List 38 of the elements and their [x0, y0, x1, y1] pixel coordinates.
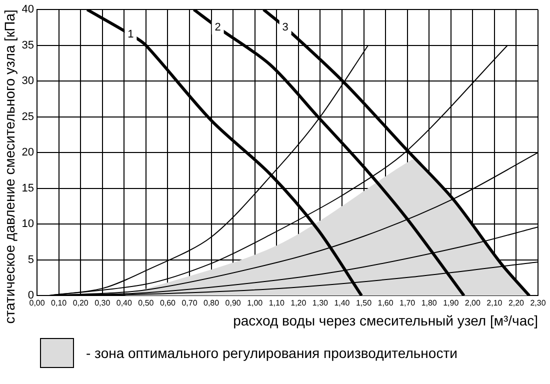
- y-tick-label: 25: [22, 110, 34, 123]
- x-tick-label: 0,10: [51, 298, 68, 308]
- x-tick-label: 2,00: [464, 298, 481, 308]
- x-tick-label: 1,30: [312, 298, 329, 308]
- x-tick-label: 1,40: [334, 298, 350, 308]
- x-tick-label: 0,20: [72, 298, 89, 308]
- x-tick-label: 1,80: [421, 298, 438, 308]
- series-label: 3: [282, 22, 288, 34]
- x-tick-label: 0,70: [182, 298, 198, 308]
- x-tick-label: 1,20: [290, 298, 307, 308]
- x-tick-label: 2,30: [530, 298, 546, 308]
- x-tick-label: 0,60: [160, 298, 176, 308]
- series-label: 2: [214, 22, 221, 34]
- x-tick-label: 1,90: [443, 298, 460, 308]
- y-tick-label: 5: [28, 254, 34, 266]
- y-tick-label: 20: [22, 146, 34, 159]
- x-tick-label: 1,10: [268, 298, 285, 308]
- x-tick-label: 1,50: [356, 298, 372, 308]
- y-tick-label: 30: [22, 75, 34, 88]
- x-tick-label: 0,40: [116, 298, 132, 308]
- y-axis-title: статическое давление смесительного узла [кПа]: [1, 10, 18, 324]
- x-tick-label: 0,30: [94, 298, 111, 308]
- y-tick-label: 15: [22, 182, 34, 194]
- x-tick-label: 0,80: [203, 298, 220, 308]
- x-tick-label: 1,70: [400, 298, 416, 308]
- y-tick-label: 40: [22, 4, 34, 16]
- x-tick-label: 0,50: [138, 298, 154, 308]
- y-tick-label: 35: [22, 39, 34, 52]
- x-tick-label: 0,90: [225, 298, 242, 308]
- series-label: 1: [128, 28, 134, 41]
- x-tick-label: 2,10: [486, 298, 503, 308]
- x-axis-title: расход воды через смесительный узел [м³/час]: [233, 312, 538, 328]
- legend-label: - зона оптимального регулирования производительности: [86, 345, 458, 361]
- x-tick-label: 1,60: [378, 298, 394, 308]
- x-tick-label: 2,20: [508, 298, 525, 308]
- y-tick-label: 10: [22, 218, 34, 230]
- x-tick-label: 0,00: [29, 298, 46, 308]
- x-tick-label: 1,00: [247, 298, 264, 308]
